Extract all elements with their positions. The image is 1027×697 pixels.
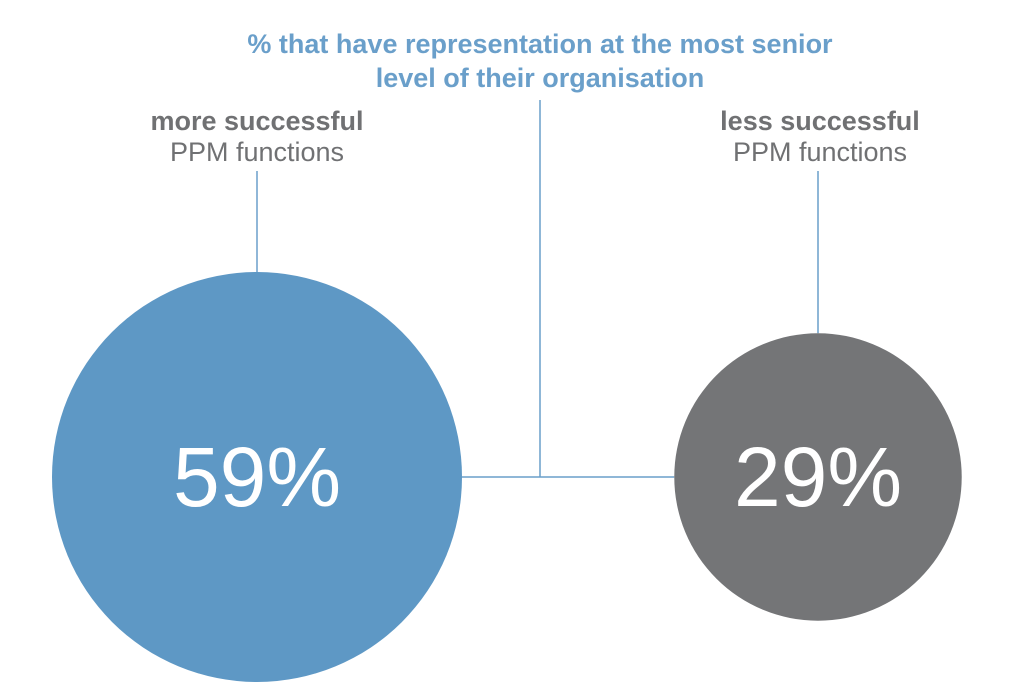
more-successful-light: PPM functions [169,137,345,167]
less-successful-label: less successful PPM functions [670,106,970,168]
less-successful-bubble [674,333,962,621]
more-successful-strong: more successful [150,106,364,136]
less-successful-strong: less successful [720,106,920,136]
less-successful-value-label: 29% [734,430,902,524]
more-successful-bubble [52,272,462,682]
connector-lines [256,100,819,478]
chart-title: % that have representation at the most s… [247,29,833,93]
less-successful-light: PPM functions [732,137,908,167]
value-labels: 59% 29% [173,430,902,524]
more-successful-label: more successful PPM functions [107,106,407,168]
bubbles [52,272,962,682]
more-successful-value-label: 59% [173,430,341,524]
